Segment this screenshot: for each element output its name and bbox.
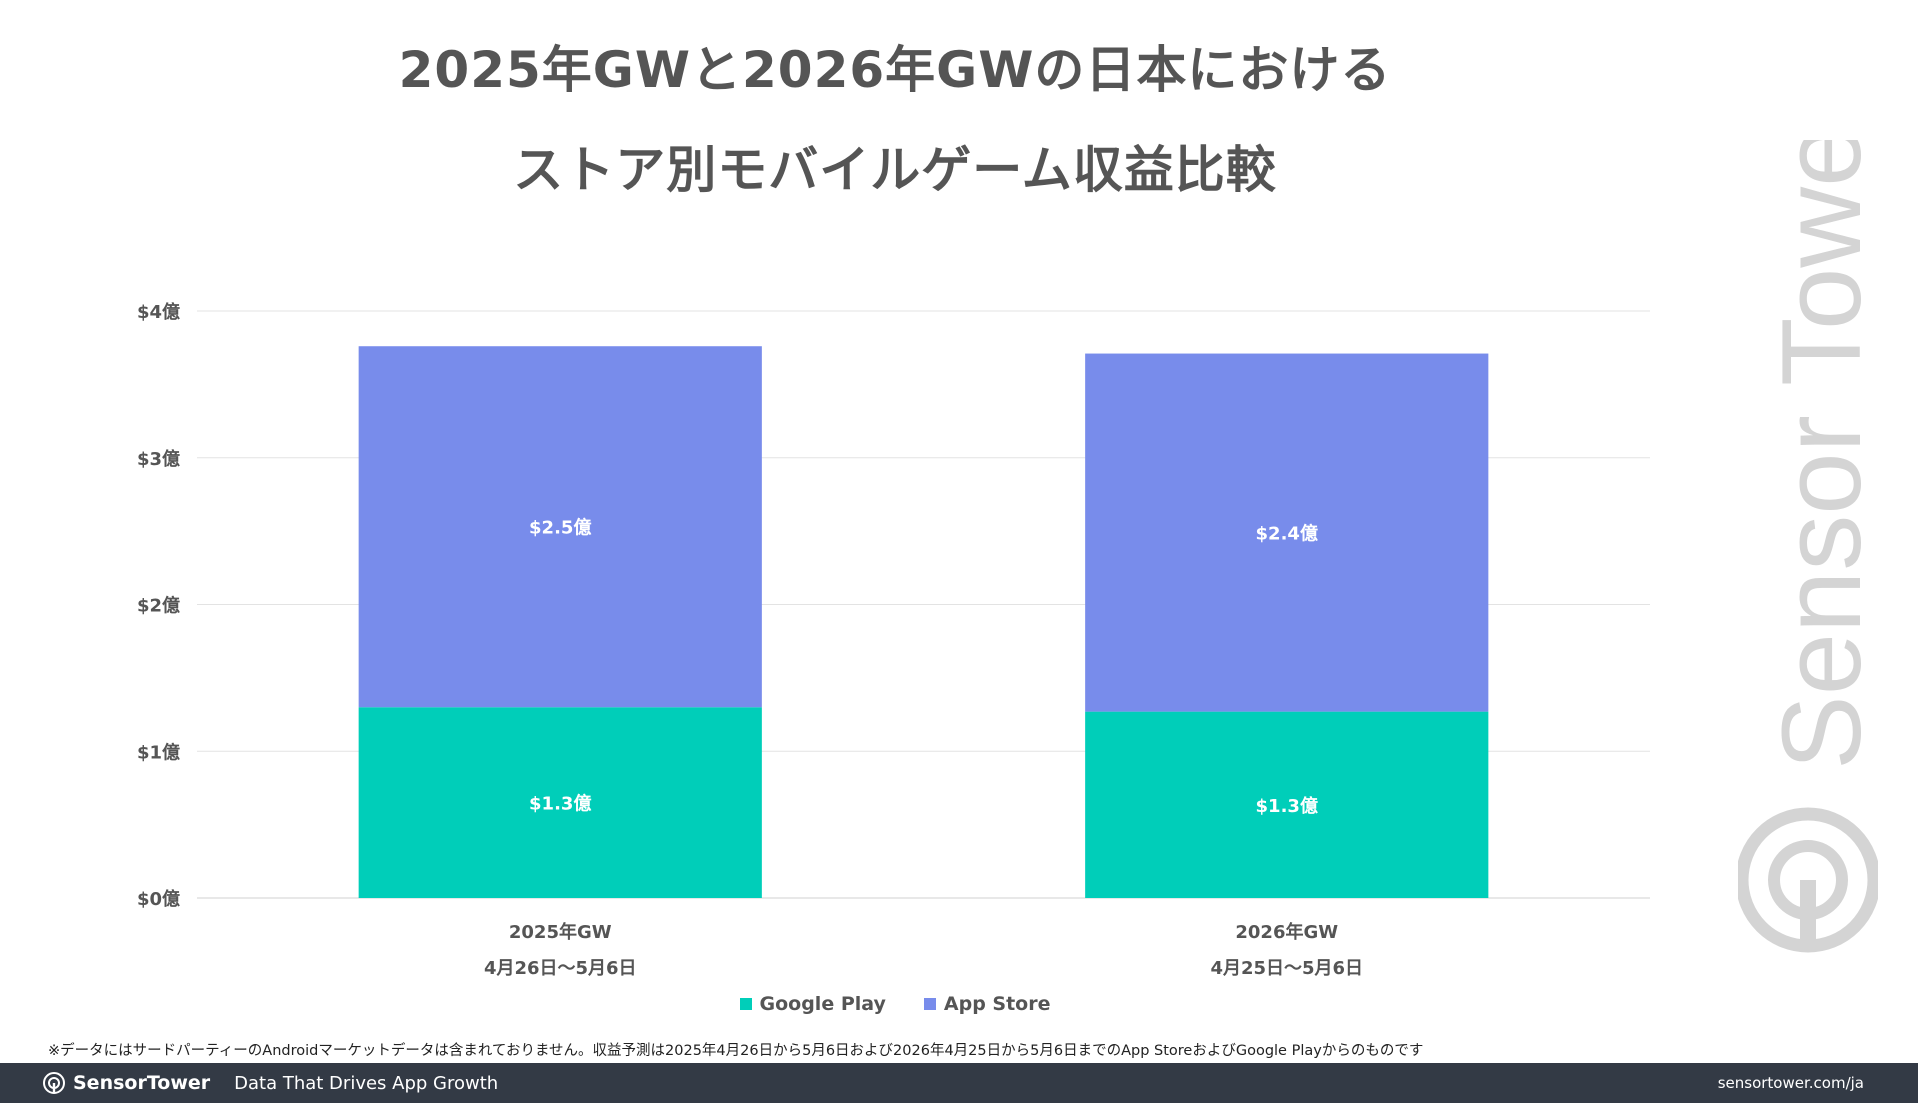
legend-label-google-play: Google Play — [759, 993, 886, 1015]
legend-label-app-store: App Store — [943, 993, 1051, 1015]
y-tick-label: $2億 — [137, 595, 180, 617]
footer-brand: SensorTower — [73, 1072, 211, 1094]
bar-app-store — [358, 346, 762, 708]
x-tick-label: 2025年GW — [509, 921, 612, 943]
sensortower-logo-icon — [43, 1072, 65, 1094]
legend-swatch-google-play — [739, 998, 752, 1010]
data-label: $1.3億 — [529, 793, 591, 815]
legend: Google Play App Store — [0, 993, 1790, 1015]
bar-google-play — [358, 707, 762, 898]
sensortower-watermark: Sensor Tower — [1738, 140, 1878, 953]
y-tick-label: $4億 — [137, 301, 180, 323]
legend-swatch-app-store — [923, 998, 936, 1010]
footnote: ※データにはサードパーティーのAndroidマーケットデータは含まれておりません… — [48, 1043, 1424, 1059]
x-tick-label: 2026年GW — [1235, 921, 1338, 943]
watermark-logo-icon — [1738, 807, 1878, 953]
data-label: $2.4億 — [1256, 523, 1318, 545]
bar-app-store — [1085, 353, 1489, 712]
watermark-text: Sensor Tower — [1759, 140, 1878, 770]
bar-google-play — [1085, 711, 1489, 898]
chart-title-line1: 2025年GWと2026年GWの日本における — [398, 41, 1392, 99]
legend-item-google-play: Google Play — [739, 993, 886, 1015]
chart-title-line2: ストア別モバイルゲーム収益比較 — [513, 141, 1277, 199]
y-tick-label: $1億 — [137, 741, 180, 763]
data-label: $1.3億 — [1256, 795, 1318, 817]
y-tick-label: $3億 — [137, 448, 180, 470]
footer-bar: SensorTower Data That Drives App Growth … — [0, 1063, 1918, 1103]
stacked-bar-chart: $0億 $1億 $2億 $3億 $4億 $1.3億 $2.5億 2025年GW 4月26日～5月… — [137, 301, 1650, 979]
legend-item-app-store: App Store — [923, 993, 1051, 1015]
x-tick-sublabel: 4月25日～5月6日 — [1210, 958, 1363, 979]
footer-logo[interactable]: SensorTower — [42, 1071, 210, 1095]
footer-url[interactable]: sensortower.com/ja — [1717, 1074, 1864, 1092]
y-tick-label: $0億 — [137, 888, 180, 910]
footer-tagline: Data That Drives App Growth — [234, 1072, 499, 1094]
data-label: $2.5億 — [529, 517, 591, 539]
x-tick-sublabel: 4月26日～5月6日 — [484, 958, 637, 979]
